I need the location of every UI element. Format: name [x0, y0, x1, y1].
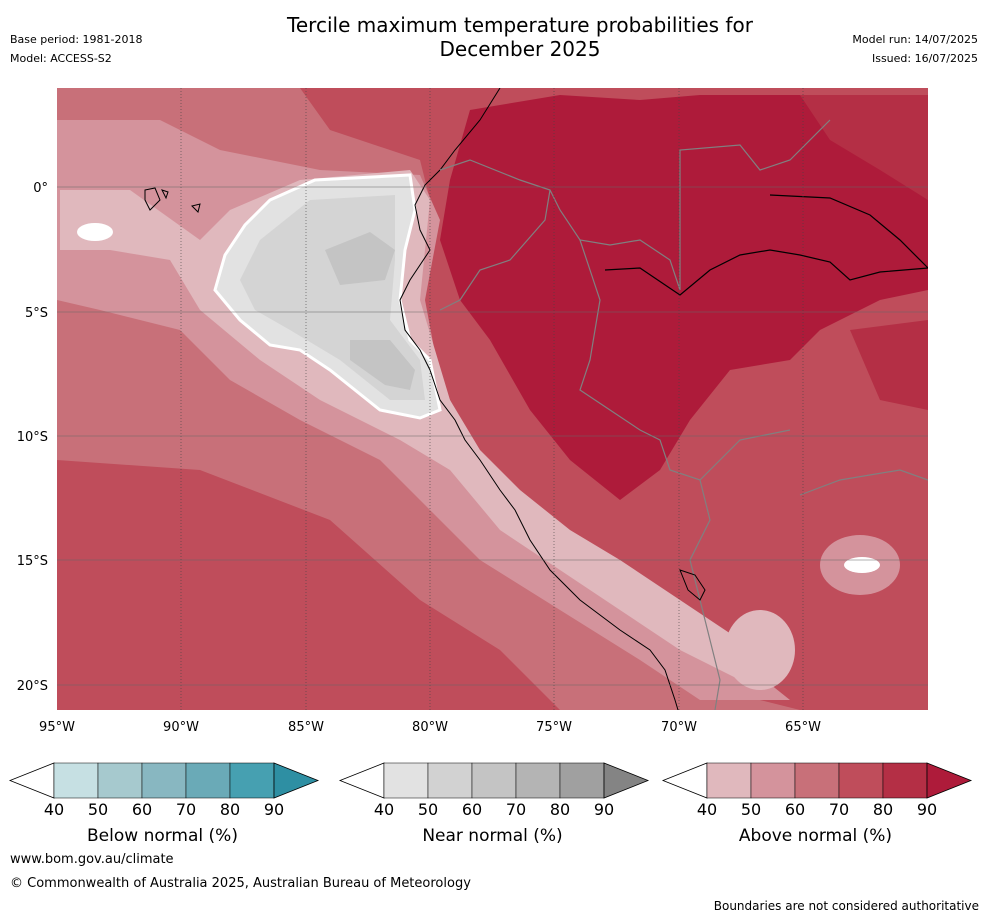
- y-tick-label: 10°S: [17, 430, 48, 445]
- colorbar-over-triangle: [273, 762, 320, 799]
- colorbar-tick-label: 90: [917, 800, 937, 819]
- colorbar-under-triangle: [338, 762, 385, 799]
- lake-titicaca: [679, 569, 706, 601]
- colorbar-tick-label: 60: [132, 800, 152, 819]
- colorbar-tick-label: 40: [44, 800, 64, 819]
- colorbar-segment: [706, 762, 752, 799]
- colorbar-tick-label: 60: [462, 800, 482, 819]
- colorbar-segment: [53, 762, 99, 799]
- colorbar-tick-label: 70: [829, 800, 849, 819]
- colorbar-tick-label: 70: [506, 800, 526, 819]
- colorbar-tick-label: 50: [88, 800, 108, 819]
- model-name: Model: ACCESS-S2: [10, 52, 112, 65]
- coastline: [399, 88, 679, 710]
- probability-field: [57, 88, 928, 710]
- colorbar-tick-label: 80: [873, 800, 893, 819]
- issued-date: Issued: 16/07/2025: [871, 52, 978, 65]
- colorbar-segment: [838, 762, 884, 799]
- colorbar-below-normal: 40 50 60 70 80 90: [8, 762, 320, 819]
- colorbar-segment: [229, 762, 275, 799]
- legend-near-label: Near normal (%): [422, 826, 563, 846]
- colorbar-segment: [750, 762, 796, 799]
- x-tick-label: 95°W: [39, 720, 75, 735]
- colorbar-segment: [427, 762, 473, 799]
- colorbar-segment: [383, 762, 429, 799]
- colorbar-segment: [471, 762, 517, 799]
- colorbar-segment: [515, 762, 561, 799]
- y-tick-label: 20°S: [17, 679, 48, 694]
- copyright-text: © Commonwealth of Australia 2025, Austra…: [10, 876, 471, 891]
- country-borders: [439, 119, 928, 710]
- x-tick-labels: 95°W 90°W 85°W 80°W 75°W 70°W 65°W: [39, 720, 821, 735]
- x-tick-label: 65°W: [785, 720, 821, 735]
- colorbar-tick-label: 80: [550, 800, 570, 819]
- meta-left: Base period: 1981-2018 Model: ACCESS-S2: [10, 30, 142, 68]
- website-link[interactable]: www.bom.gov.au/climate: [10, 852, 174, 867]
- latitude-lines: [57, 186, 928, 686]
- colorbar-above-normal: 40 50 60 70 80 90: [661, 762, 973, 819]
- disclaimer-text: Boundaries are not considered authoritat…: [713, 899, 979, 913]
- galapagos-light-spot: [77, 223, 113, 241]
- colorbar-segment: [559, 762, 605, 799]
- legend-below-label: Below normal (%): [87, 826, 238, 846]
- colorbar-segment: [794, 762, 840, 799]
- colorbar-tick-label: 60: [785, 800, 805, 819]
- field-50-60-altiplano: [725, 610, 795, 690]
- colorbar-near-normal: 40 50 60 70 80 90: [338, 762, 650, 819]
- legend-above-label: Above normal (%): [738, 826, 893, 846]
- meta-right: Model run: 14/07/2025 Issued: 16/07/2025: [852, 30, 978, 68]
- y-tick-labels: 0° 5°S 10°S 15°S 20°S: [17, 181, 48, 694]
- y-tick-label: 0°: [33, 181, 48, 196]
- colorbar-tick-label: 40: [697, 800, 717, 819]
- galapagos-islands: [144, 187, 201, 213]
- amazon-river: [604, 194, 928, 296]
- colorbar-segment: [141, 762, 187, 799]
- colorbar-tick-label: 90: [264, 800, 284, 819]
- field-40-50-core: [844, 557, 880, 573]
- near-normal-60-70: [325, 232, 415, 390]
- colorbar-tick-label: 40: [374, 800, 394, 819]
- colorbar-segment: [882, 762, 928, 799]
- colorbar-segment: [185, 762, 231, 799]
- colorbar-under-triangle: [661, 762, 708, 799]
- colorbar-over-triangle: [603, 762, 650, 799]
- x-tick-label: 90°W: [163, 720, 199, 735]
- x-tick-label: 80°W: [412, 720, 448, 735]
- colorbar-segment: [97, 762, 143, 799]
- colorbar-under-triangle: [8, 762, 55, 799]
- field-80-90-east: [800, 95, 928, 410]
- title-line-1: Tercile maximum temperature probabilitie…: [287, 13, 753, 37]
- field-70-80-ocean: [57, 460, 560, 710]
- colorbar-tick-label: 50: [418, 800, 438, 819]
- colorbar-tick-label: 90: [594, 800, 614, 819]
- model-run: Model run: 14/07/2025: [852, 33, 978, 46]
- y-tick-label: 5°S: [25, 306, 48, 321]
- colorbar-over-triangle: [926, 762, 973, 799]
- chart-title: Tercile maximum temperature probabilitie…: [220, 13, 820, 61]
- x-tick-label: 70°W: [661, 720, 697, 735]
- colorbar-tick-label: 50: [741, 800, 761, 819]
- x-tick-label: 75°W: [536, 720, 572, 735]
- colorbar-tick-label: 80: [220, 800, 240, 819]
- colorbar-tick-label: 70: [176, 800, 196, 819]
- base-period: Base period: 1981-2018: [10, 33, 143, 46]
- x-tick-label: 85°W: [288, 720, 324, 735]
- title-line-2: December 2025: [439, 37, 601, 61]
- y-tick-label: 15°S: [17, 554, 48, 569]
